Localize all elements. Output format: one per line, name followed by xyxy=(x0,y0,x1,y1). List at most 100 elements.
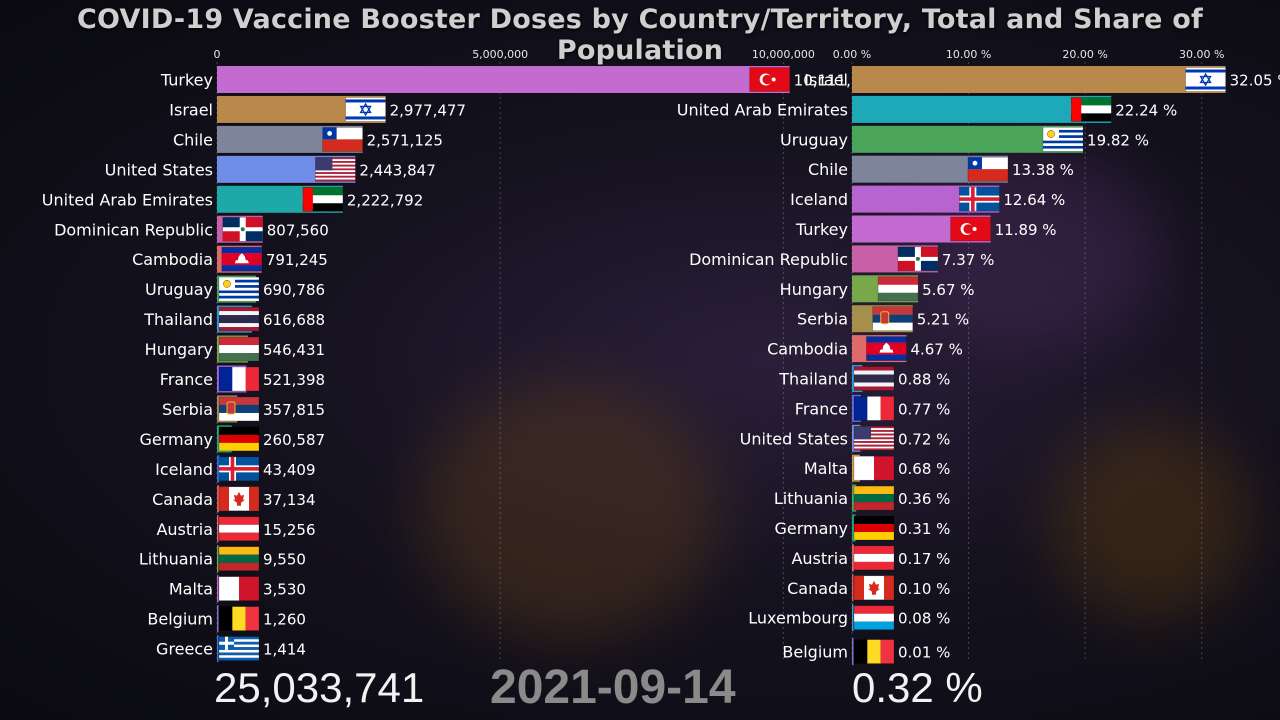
bar-row: Dominican Republic 7.37 % xyxy=(689,245,994,273)
x-tick-label: 0 xyxy=(214,48,221,61)
bar-row: Dominican Republic 807,560 xyxy=(54,215,329,243)
bar-row: Serbia 5.21 % xyxy=(797,305,969,333)
category-label: Lithuania xyxy=(774,489,848,508)
value-label: 0.08 % xyxy=(898,610,950,628)
bar-row: Austria 15,256 xyxy=(156,515,316,543)
bar-row: Cambodia 791,245 xyxy=(132,245,328,273)
flag-icon xyxy=(877,276,919,302)
category-label: Turkey xyxy=(160,71,213,90)
value-label: 2,222,792 xyxy=(347,191,423,209)
flag-icon xyxy=(218,396,260,422)
bar xyxy=(217,485,220,513)
bar xyxy=(852,638,854,666)
value-label: 9,550 xyxy=(263,551,306,569)
flag-icon xyxy=(218,366,260,392)
bar-row: Iceland 12.64 % xyxy=(790,185,1065,213)
bar-row: Canada 0.10 % xyxy=(787,574,950,602)
bar-row: Chile 2,571,125 xyxy=(173,125,443,153)
flag-icon xyxy=(1070,97,1112,122)
bar-row: Luxembourg 0.08 % xyxy=(748,604,950,632)
category-label: Turkey xyxy=(795,220,848,239)
bar-row: Germany 0.31 % xyxy=(774,514,950,542)
bar xyxy=(217,575,219,603)
value-label: 11.89 % xyxy=(995,221,1057,239)
bar xyxy=(852,514,856,542)
x-tick-label: 5,000,000 xyxy=(472,48,528,61)
total-doses-counter: 25,033,741 xyxy=(214,664,425,711)
bar-row: Thailand 0.88 % xyxy=(778,365,950,392)
flag-icon xyxy=(302,187,344,212)
category-label: Germany xyxy=(139,430,213,449)
value-label: 0.10 % xyxy=(898,580,950,598)
value-label: 5.67 % xyxy=(922,281,974,299)
bar xyxy=(217,515,219,543)
value-label: 0.36 % xyxy=(898,490,950,508)
value-label: 2,571,125 xyxy=(367,131,443,149)
category-label: United Arab Emirates xyxy=(677,100,848,119)
value-label: 1,414 xyxy=(263,641,306,659)
value-label: 0.77 % xyxy=(898,400,950,418)
category-label: Austria xyxy=(156,520,213,539)
bar-row: Lithuania 9,550 xyxy=(139,545,306,573)
flag-icon xyxy=(218,576,260,601)
value-label: 521,398 xyxy=(263,371,325,389)
flag-icon xyxy=(218,516,260,542)
value-label: 5.21 % xyxy=(917,311,969,329)
value-label: 0.31 % xyxy=(898,520,950,538)
value-label: 0.68 % xyxy=(898,460,950,478)
background-glow xyxy=(420,380,720,640)
flag-icon xyxy=(853,575,895,601)
category-label: Hungary xyxy=(780,280,848,299)
category-label: Thailand xyxy=(143,310,213,329)
category-label: Uruguay xyxy=(780,130,848,149)
bar xyxy=(217,545,219,573)
category-label: Serbia xyxy=(797,310,848,329)
bar-row: United States 2,443,847 xyxy=(105,155,436,183)
x-tick-label: 10,000,000 xyxy=(752,48,815,61)
bar-row: France 0.77 % xyxy=(795,394,950,422)
flag-icon xyxy=(853,485,895,511)
flag-icon xyxy=(218,426,260,452)
category-label: Cambodia xyxy=(132,250,213,269)
value-label: 690,786 xyxy=(263,281,325,299)
bar xyxy=(217,635,219,663)
category-label: France xyxy=(795,399,848,418)
bar-row: Uruguay 19.82 % xyxy=(780,125,1149,153)
value-label: 0.88 % xyxy=(898,371,950,389)
x-tick-label: 20.00 % xyxy=(1062,48,1107,61)
flag-icon xyxy=(315,157,356,182)
value-label: 546,431 xyxy=(263,341,325,359)
flag-icon xyxy=(853,366,895,391)
bar xyxy=(852,66,1226,93)
bar-row: United Arab Emirates 22.24 % xyxy=(677,95,1177,123)
flag-icon xyxy=(1042,127,1084,152)
category-label: Malta xyxy=(169,580,213,599)
bar xyxy=(852,544,854,572)
bar xyxy=(217,455,220,483)
flag-icon xyxy=(221,246,263,272)
bar-row: Iceland 43,409 xyxy=(155,455,316,483)
bar-row: Israel 32.05 % xyxy=(804,66,1280,93)
flag-icon xyxy=(967,156,1009,182)
flag-icon xyxy=(345,97,386,122)
value-label: 13.38 % xyxy=(1012,161,1074,179)
value-label: 0.72 % xyxy=(898,430,950,448)
bar xyxy=(852,95,1112,123)
bar-row: Germany 260,587 xyxy=(139,425,325,453)
value-label: 7.37 % xyxy=(942,251,994,269)
share-chart: 0.00 % 10.00 % 20.00 % 30.00 % Israel 32.05 %… xyxy=(677,48,1280,666)
flag-icon xyxy=(222,216,264,242)
bar-row: Serbia 357,815 xyxy=(162,395,325,423)
flag-icon xyxy=(866,336,907,361)
category-label: United Arab Emirates xyxy=(42,190,213,209)
bar-row: Hungary 5.67 % xyxy=(780,275,975,303)
category-label: Lithuania xyxy=(139,550,213,569)
flag-icon xyxy=(749,67,790,92)
x-tick-label: 10.00 % xyxy=(946,48,991,61)
chart-title: COVID-19 Vaccine Booster Doses by Countr… xyxy=(77,4,1203,66)
bar-row: Greece 1,414 xyxy=(156,635,306,663)
bar xyxy=(852,604,854,632)
category-label: Israel xyxy=(169,100,213,119)
category-label: Chile xyxy=(173,130,213,149)
